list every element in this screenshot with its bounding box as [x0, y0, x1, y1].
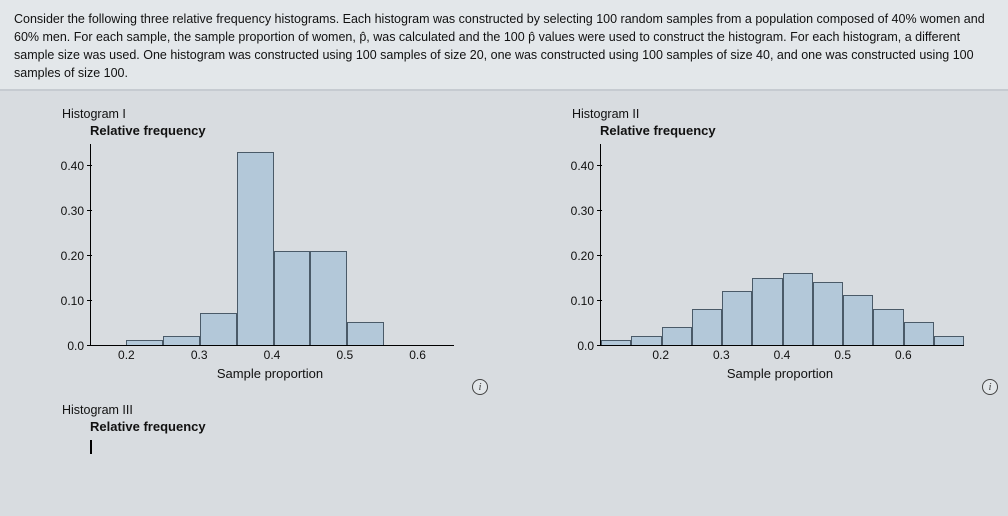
histogram-2-bars — [601, 144, 964, 345]
histogram-bar — [692, 309, 722, 345]
histogram-2-yticks: 0.00.100.200.300.40 — [558, 144, 598, 346]
histogram-bar — [934, 336, 964, 345]
histogram-bar — [843, 295, 873, 344]
histogram-2-ylabel: Relative frequency — [600, 123, 984, 138]
prompt-text: Consider the following three relative fr… — [14, 12, 985, 80]
xtick-label: 0.2 — [118, 348, 135, 362]
histogram-bar — [310, 251, 347, 345]
ytick-label: 0.0 — [67, 339, 84, 353]
histogram-bar — [752, 278, 782, 345]
ytick-label: 0.10 — [571, 294, 594, 308]
histogram-1-axes — [90, 144, 454, 346]
histogram-3-axis-stub — [90, 440, 92, 454]
histogram-1-yticks: 0.00.100.200.300.40 — [48, 144, 88, 346]
histogram-bar — [631, 336, 661, 345]
ytick-label: 0.40 — [61, 159, 84, 173]
histogram-bar — [163, 336, 200, 345]
ytick-label: 0.30 — [61, 204, 84, 218]
histogram-2-plot: 0.0 0.10 0.20 0.30 0.40 0.2 0.3 0.4 0.5 0.6 — [558, 144, 984, 364]
histogram-bar — [347, 322, 384, 344]
histogram-bar — [722, 291, 752, 345]
xtick-label: 0.5 — [336, 348, 353, 362]
xtick-label: 0.2 — [652, 348, 669, 362]
ytick-label: 0.10 — [61, 294, 84, 308]
xtick-label: 0.5 — [834, 348, 851, 362]
ytick-label: 0.30 — [571, 204, 594, 218]
info-icon[interactable]: i — [982, 379, 998, 395]
histogram-2-panel: Histogram II Relative frequency 0.00.100… — [514, 101, 1004, 385]
histogram-3-panel: Histogram III Relative frequency — [4, 403, 1004, 454]
histogram-3-ylabel: Relative frequency — [90, 419, 1004, 434]
histogram-bar — [813, 282, 843, 345]
ytick-label: 0.20 — [571, 249, 594, 263]
histogram-bar — [662, 327, 692, 345]
histogram-bar — [274, 251, 311, 345]
histogram-bar — [126, 340, 163, 344]
histogram-bar — [873, 309, 903, 345]
info-icon-glyph: i — [478, 381, 481, 393]
ytick-label: 0.40 — [571, 159, 594, 173]
xtick-label: 0.6 — [895, 348, 912, 362]
histogram-1-plot: 0.0 0.10 0.20 0.30 0.40 0.2 0.3 0.4 0.5 0.6 — [48, 144, 474, 364]
ytick-label: 0.20 — [61, 249, 84, 263]
xtick-label: 0.3 — [713, 348, 730, 362]
xtick-label: 0.4 — [264, 348, 281, 362]
histogram-2-xticks: 0.2 0.3 0.4 0.5 0.6 — [600, 346, 964, 364]
ytick-label: 0.0 — [577, 339, 594, 353]
histogram-bar — [601, 340, 631, 344]
histogram-bar — [200, 313, 237, 344]
charts-area: Histogram I Relative frequency 0.00.100.… — [0, 91, 1008, 458]
histogram-1-xlabel: Sample proportion — [66, 366, 474, 381]
xtick-label: 0.6 — [409, 348, 426, 362]
histogram-1-ylabel: Relative frequency — [90, 123, 474, 138]
histogram-bar — [904, 322, 934, 344]
histogram-bar — [783, 273, 813, 344]
histogram-2-title: Histogram II — [572, 107, 984, 121]
info-icon-glyph: i — [988, 381, 991, 393]
histogram-2-axes — [600, 144, 964, 346]
info-icon[interactable]: i — [472, 379, 488, 395]
histogram-bar — [237, 152, 274, 344]
histogram-2-xlabel: Sample proportion — [576, 366, 984, 381]
xtick-label: 0.3 — [191, 348, 208, 362]
charts-row: Histogram I Relative frequency 0.00.100.… — [4, 101, 1004, 385]
histogram-3-title: Histogram III — [62, 403, 1004, 417]
histogram-1-xticks: 0.2 0.3 0.4 0.5 0.6 — [90, 346, 454, 364]
histogram-1-title: Histogram I — [62, 107, 474, 121]
histogram-1-panel: Histogram I Relative frequency 0.00.100.… — [4, 101, 494, 385]
xtick-label: 0.4 — [774, 348, 791, 362]
histogram-1-bars — [91, 144, 454, 345]
question-prompt: Consider the following three relative fr… — [0, 0, 1008, 91]
